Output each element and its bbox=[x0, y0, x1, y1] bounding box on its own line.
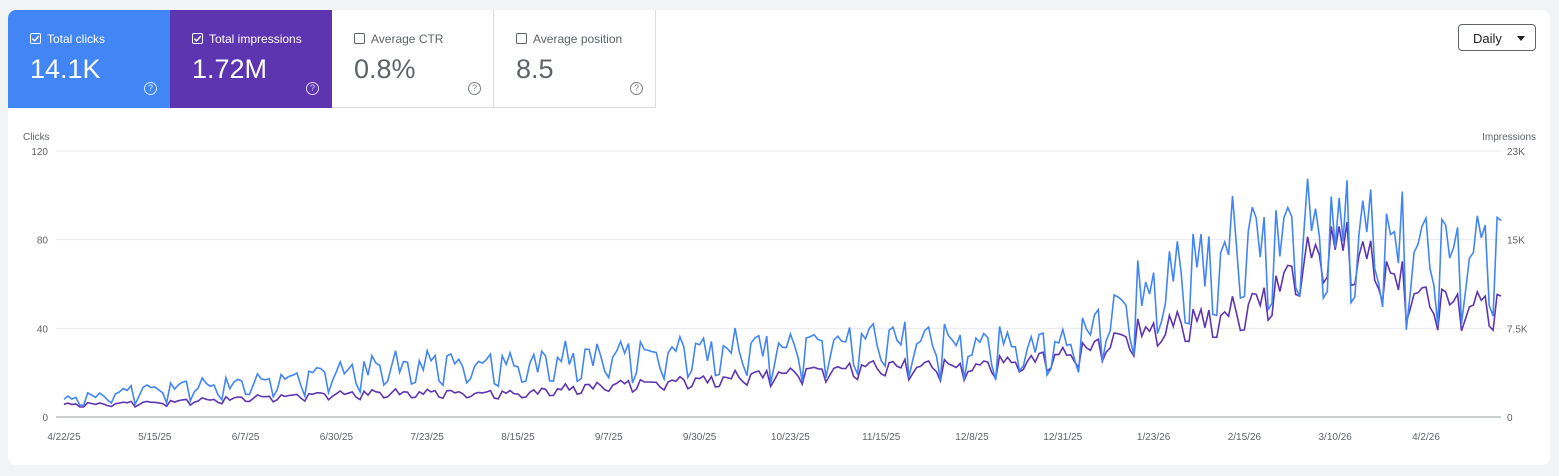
x-tick-label: 8/15/25 bbox=[501, 432, 535, 443]
y-axis-label-clicks: Clicks bbox=[23, 132, 50, 143]
series-line-impressions bbox=[63, 221, 1502, 409]
metric-average-position[interactable]: Average position 8.5 ? bbox=[494, 10, 656, 108]
x-tick-label: 9/7/25 bbox=[595, 432, 623, 443]
metric-value: 14.1K bbox=[30, 54, 101, 84]
y-tick-label: 40 bbox=[37, 324, 49, 335]
x-tick-label: 7/23/25 bbox=[411, 432, 445, 443]
x-tick-label: 3/10/26 bbox=[1319, 432, 1353, 443]
metric-value: 8.5 bbox=[516, 54, 554, 84]
metric-value: 0.8% bbox=[354, 54, 416, 84]
help-icon[interactable]: ? bbox=[630, 82, 643, 95]
checkbox-unchecked-icon[interactable] bbox=[516, 33, 527, 44]
y2-tick-label: 23K bbox=[1507, 147, 1525, 158]
y-axis-ticks: 0 40 80 120 bbox=[31, 147, 48, 424]
x-tick-label: 11/15/25 bbox=[862, 432, 901, 443]
x-axis-ticks: 4/22/25 5/15/25 6/7/25 6/30/25 7/23/25 8/15/2… bbox=[47, 432, 1440, 443]
x-tick-label: 12/31/25 bbox=[1043, 432, 1082, 443]
metric-total-clicks[interactable]: Total clicks 14.1K ? bbox=[8, 10, 170, 108]
help-icon[interactable]: ? bbox=[144, 82, 157, 95]
help-icon[interactable]: ? bbox=[306, 82, 319, 95]
granularity-dropdown[interactable]: Daily bbox=[1458, 24, 1536, 51]
metric-average-ctr[interactable]: Average CTR 0.8% ? bbox=[332, 10, 494, 108]
y2-tick-label: 7.5K bbox=[1507, 324, 1528, 335]
checkbox-unchecked-icon[interactable] bbox=[354, 33, 365, 44]
x-tick-label: 4/2/26 bbox=[1412, 432, 1440, 443]
y-tick-label: 80 bbox=[37, 236, 49, 247]
x-tick-label: 2/15/26 bbox=[1228, 432, 1262, 443]
x-tick-label: 12/8/25 bbox=[955, 432, 989, 443]
y-tick-label: 120 bbox=[31, 147, 48, 158]
grid-lines bbox=[56, 150, 1501, 418]
y2-tick-label: 15K bbox=[1507, 236, 1525, 247]
y2-tick-label: 0 bbox=[1507, 413, 1513, 424]
x-tick-label: 1/23/26 bbox=[1137, 432, 1171, 443]
x-tick-label: 9/30/25 bbox=[683, 432, 717, 443]
x-tick-label: 6/30/25 bbox=[320, 432, 354, 443]
x-tick-label: 5/15/25 bbox=[138, 432, 172, 443]
x-tick-label: 6/7/25 bbox=[232, 432, 260, 443]
series-line-clicks bbox=[63, 178, 1502, 407]
x-tick-label: 4/22/25 bbox=[47, 432, 81, 443]
checkbox-checked-icon[interactable] bbox=[30, 33, 41, 44]
metric-tabs: Total clicks 14.1K ? Total impressions 1… bbox=[8, 10, 656, 108]
metric-label: Average position bbox=[533, 32, 623, 46]
caret-down-icon bbox=[1517, 36, 1525, 41]
metric-label: Total clicks bbox=[47, 32, 106, 46]
y-axis-label-impressions: Impressions bbox=[1482, 132, 1536, 143]
metric-total-impressions[interactable]: Total impressions 1.72M ? bbox=[170, 10, 332, 108]
performance-card: Total clicks 14.1K ? Total impressions 1… bbox=[8, 10, 1550, 465]
metric-label: Average CTR bbox=[371, 32, 444, 46]
x-tick-label: 10/23/25 bbox=[771, 432, 810, 443]
y2-axis-ticks: 0 7.5K 15K 23K bbox=[1507, 147, 1528, 424]
metric-label: Total impressions bbox=[209, 32, 302, 46]
y-tick-label: 0 bbox=[42, 413, 48, 424]
help-icon[interactable]: ? bbox=[468, 82, 481, 95]
granularity-label: Daily bbox=[1473, 31, 1502, 46]
metric-value: 1.72M bbox=[192, 54, 268, 84]
checkbox-checked-icon[interactable] bbox=[192, 33, 203, 44]
